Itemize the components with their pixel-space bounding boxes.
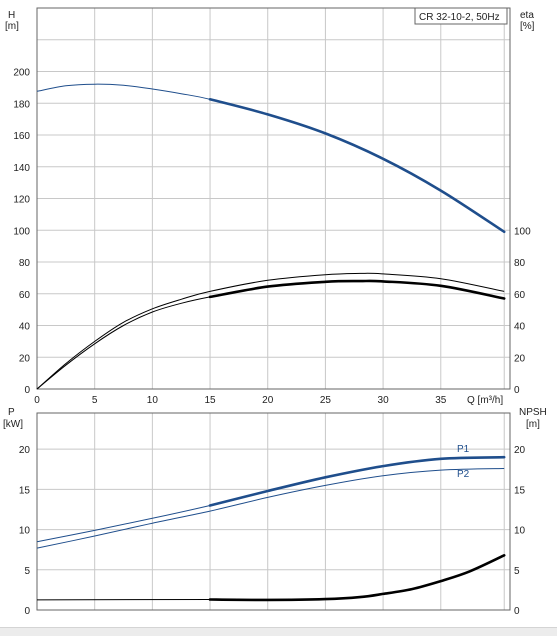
y-left-tick-label: 60 xyxy=(19,290,31,301)
y-right-label-line1-top: eta xyxy=(520,10,534,21)
y-right-tick-label: 15 xyxy=(514,485,526,496)
y-left-tick-label: 120 xyxy=(13,195,30,206)
y-left-tick-label: 180 xyxy=(13,99,30,110)
y-right-label-line2-top: [%] xyxy=(520,21,535,32)
y-right-tick-label: 20 xyxy=(514,445,526,456)
head-efficiency-grid xyxy=(37,8,510,389)
head-efficiency-ticks: 0 5 10 15 20 25 30 35 0 20 40 60 80 100 120 140 160 180 20… xyxy=(13,68,531,407)
series-duty-range-0-0 xyxy=(208,98,506,234)
y-right-tick-label: 80 xyxy=(514,258,526,269)
x-tick-label: 15 xyxy=(204,395,216,406)
y-left-tick-label: 100 xyxy=(13,226,30,237)
series-duty-range-1-0 xyxy=(208,455,506,507)
series-line-0-1 xyxy=(36,272,505,390)
power-npsh-plot-frame xyxy=(36,412,511,611)
y-left-label-line2-bottom: [kW] xyxy=(3,419,23,430)
y-right-tick-label: 0 xyxy=(514,385,520,396)
series-line-1-2 xyxy=(36,554,505,601)
x-tick-label: 25 xyxy=(320,395,332,406)
series-line-0-0 xyxy=(36,83,505,233)
legend-box xyxy=(414,7,508,25)
y-right-tick-label: 100 xyxy=(514,226,531,237)
power-npsh-panel: 0 5 10 15 20 0 5 10 15 20 P [kW] NPSH [m] P1 P2 xyxy=(3,407,547,617)
y-left-tick-label: 0 xyxy=(24,385,30,396)
y-right-tick-label: 5 xyxy=(514,566,520,577)
x-tick-label: 30 xyxy=(378,395,390,406)
y-right-label-line2-bottom: [m] xyxy=(526,419,540,430)
x-tick-label: 10 xyxy=(147,395,159,406)
head-efficiency-plot-frame xyxy=(36,7,511,390)
series-label-p2: P2 xyxy=(457,469,470,480)
y-right-tick-label: 10 xyxy=(514,526,526,537)
y-left-tick-label: 20 xyxy=(19,353,31,364)
y-left-tick-label: 160 xyxy=(13,131,30,142)
window-bottom-strip xyxy=(0,627,557,636)
y-left-tick-label: 5 xyxy=(24,566,30,577)
series-line-1-1 xyxy=(36,468,505,549)
head-efficiency-series xyxy=(36,83,506,390)
x-tick-label: 0 xyxy=(34,395,40,406)
x-axis-label: Q [m³/h] xyxy=(467,395,503,406)
power-npsh-ticks: 0 5 10 15 20 0 5 10 15 20 xyxy=(19,445,526,617)
series-duty-range-1-2 xyxy=(208,554,506,602)
y-left-tick-label: 40 xyxy=(19,322,31,333)
x-tick-label: 20 xyxy=(262,395,274,406)
y-right-tick-label: 60 xyxy=(514,290,526,301)
series-duty-range-0-2 xyxy=(208,279,506,300)
series-line-0-2 xyxy=(36,280,505,390)
y-left-label-line1-bottom: P xyxy=(8,407,15,418)
y-right-tick-label: 20 xyxy=(514,353,526,364)
y-left-tick-label: 80 xyxy=(19,258,31,269)
y-left-tick-label: 200 xyxy=(13,68,30,79)
x-tick-label: 5 xyxy=(92,395,98,406)
y-right-tick-label: 0 xyxy=(514,606,520,617)
x-tick-label: 35 xyxy=(435,395,447,406)
y-left-label-line1-top: H xyxy=(8,10,15,21)
y-right-tick-label: 40 xyxy=(514,322,526,333)
y-left-label-line2-top: [m] xyxy=(5,21,19,32)
y-left-tick-label: 15 xyxy=(19,485,31,496)
series-line-1-0 xyxy=(36,456,505,543)
series-label-p1: P1 xyxy=(457,444,470,455)
y-left-tick-label: 10 xyxy=(19,526,31,537)
head-efficiency-panel: 0 5 10 15 20 25 30 35 0 20 40 60 80 100 120 140 160 180 20… xyxy=(5,7,535,407)
legend-box-text: CR 32-10-2, 50Hz xyxy=(419,12,500,23)
y-left-tick-label: 140 xyxy=(13,163,30,174)
y-left-tick-label: 20 xyxy=(19,445,31,456)
power-npsh-series xyxy=(36,455,506,602)
power-npsh-grid xyxy=(37,413,510,610)
y-left-tick-label: 0 xyxy=(24,606,30,617)
y-right-label-line1-bottom: NPSH xyxy=(519,407,547,418)
